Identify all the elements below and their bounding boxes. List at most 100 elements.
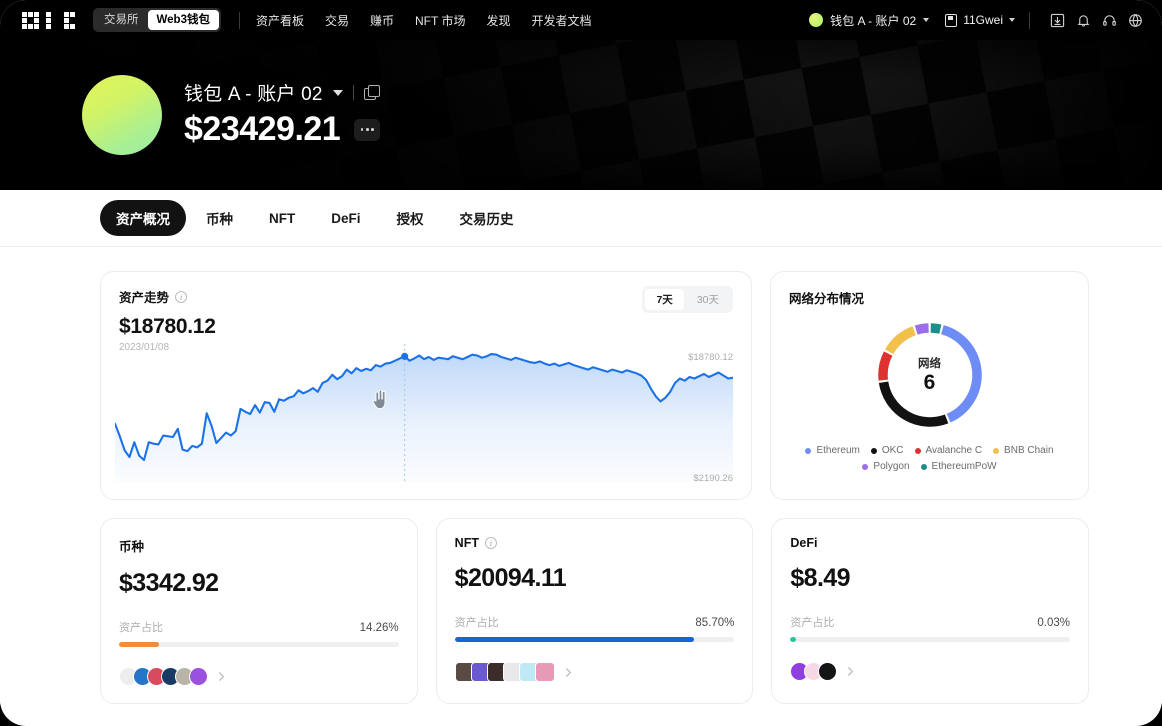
tokens-value: $3342.92 xyxy=(119,569,219,597)
segment-web3-wallet[interactable]: Web3钱包 xyxy=(147,10,219,30)
range-option-30d[interactable]: 30天 xyxy=(696,294,719,306)
nav-link-earn[interactable]: 赚币 xyxy=(370,13,395,28)
asset-trend-title: 资产走势 xyxy=(119,291,170,305)
nav-divider xyxy=(238,11,240,29)
headset-icon[interactable] xyxy=(1096,7,1122,33)
donut-segment-avalanche-c[interactable] xyxy=(877,351,892,381)
chevron-down-icon[interactable] xyxy=(332,89,343,96)
gas-price-label: 11Gwei xyxy=(963,13,1003,27)
defi-icon-row[interactable] xyxy=(790,662,1070,681)
legend-label: Polygon xyxy=(873,461,910,472)
wallet-selector[interactable]: 钱包 A - 账户 02 xyxy=(809,12,930,29)
nav-link-trade[interactable]: 交易 xyxy=(324,13,349,28)
nft-card-title: NFT xyxy=(454,536,479,550)
tab-defi[interactable]: DeFi xyxy=(331,210,361,226)
defi-share-label: 资产占比 xyxy=(790,617,835,629)
segment-exchange[interactable]: 交易所 xyxy=(104,14,139,26)
balance-row: $23429.21 xyxy=(184,110,381,149)
defi-progress-fill xyxy=(790,637,797,642)
okx-logo[interactable] xyxy=(22,11,75,29)
tokens-card[interactable]: 币种 $3342.92 资产占比 14.26% xyxy=(100,518,418,704)
chart-max-label: $18780.12 xyxy=(688,352,733,363)
top-navigation-bar: 交易所 Web3钱包 资产看板 交易 赚币 NFT 市场 发现 开发者文档 钱包… xyxy=(0,0,1162,40)
legend-item-okc[interactable]: OKC xyxy=(870,445,904,456)
tokens-share-percent: 14.26% xyxy=(359,622,399,634)
donut-segment-polygon[interactable] xyxy=(914,323,929,335)
tokens-icon-row[interactable] xyxy=(119,667,399,686)
total-balance: $23429.21 xyxy=(184,110,341,148)
nft-progress-track xyxy=(454,637,735,642)
product-switcher[interactable]: 交易所 Web3钱包 xyxy=(93,8,221,32)
network-donut-chart[interactable]: 网络 6 xyxy=(789,317,1070,433)
nav-link-asset-dashboard[interactable]: 资产看板 xyxy=(255,13,304,28)
gas-price-selector[interactable]: 11Gwei xyxy=(945,13,1015,27)
more-options-button[interactable] xyxy=(354,118,381,141)
nft-progress-fill xyxy=(454,637,695,642)
tab-bar: 资产概况 币种 NFT DeFi 授权 交易历史 xyxy=(0,190,1162,247)
defi-card-title: DeFi xyxy=(790,536,818,550)
nft-thumbnail[interactable] xyxy=(534,662,555,682)
defi-value: $8.49 xyxy=(790,564,850,592)
legend-label: EthereumPoW xyxy=(931,461,997,472)
legend-item-ethereumpow[interactable]: EthereumPoW xyxy=(920,461,997,472)
nav-link-developer-docs[interactable]: 开发者文档 xyxy=(531,13,592,28)
nft-share-label: 资产占比 xyxy=(454,617,499,629)
asset-trend-date: 2023/01/08 xyxy=(119,342,170,353)
nav-link-discover[interactable]: 发现 xyxy=(486,13,511,28)
donut-segment-okc[interactable] xyxy=(878,381,948,427)
legend-item-ethereum[interactable]: Ethereum xyxy=(805,445,860,456)
donut-segment-ethereumpow[interactable] xyxy=(930,323,941,334)
defi-progress-track xyxy=(790,637,1071,642)
defi-icon-stack xyxy=(790,662,838,681)
token-icon[interactable] xyxy=(189,667,208,686)
legend-label: OKC xyxy=(881,445,904,456)
nft-icon-row[interactable] xyxy=(454,662,735,682)
legend-item-polygon[interactable]: Polygon xyxy=(862,461,910,472)
chevron-down-icon xyxy=(1009,18,1015,22)
chevron-right-icon[interactable] xyxy=(216,671,227,682)
tab-approvals[interactable]: 授权 xyxy=(396,212,424,227)
legend-color-dot xyxy=(914,447,921,454)
token-icon[interactable] xyxy=(818,662,838,681)
bell-icon[interactable] xyxy=(1070,7,1096,33)
chevron-right-icon[interactable] xyxy=(563,667,574,678)
donut-segment-ethereum[interactable] xyxy=(940,325,982,423)
tokens-progress-fill xyxy=(119,642,159,647)
info-icon[interactable]: i xyxy=(175,290,188,303)
info-icon[interactable]: i xyxy=(484,537,497,549)
chart-min-label: $2190.26 xyxy=(693,473,733,484)
chevron-down-icon xyxy=(923,18,930,22)
tab-transaction-history[interactable]: 交易历史 xyxy=(459,212,514,227)
token-icon-stack xyxy=(119,667,208,686)
nav-link-nft-market[interactable]: NFT 市场 xyxy=(415,13,466,28)
metric-card-row: 币种 $3342.92 资产占比 14.26% xyxy=(100,518,1090,704)
legend-item-avalanche-c[interactable]: Avalanche C xyxy=(914,445,982,456)
network-distribution-card: 网络分布情况 网络 6 Ethereum OKC Avalanche C BNB Ch… xyxy=(770,271,1089,500)
asset-trend-chart[interactable]: $18780.12 $2190.26 xyxy=(115,344,733,484)
account-name: 钱包 A - 账户 02 xyxy=(184,84,323,105)
tab-nft[interactable]: NFT xyxy=(269,210,296,226)
tab-tokens[interactable]: 币种 xyxy=(206,212,233,227)
top-card-row: 资产走势 i $18780.12 2023/01/08 7天 30天 xyxy=(100,271,1089,500)
globe-icon[interactable] xyxy=(1122,7,1148,33)
account-row: 钱包 A - 账户 02 xyxy=(184,79,380,106)
asset-trend-card: 资产走势 i $18780.12 2023/01/08 7天 30天 xyxy=(100,271,752,500)
range-option-7d[interactable]: 7天 xyxy=(645,289,684,310)
legend-color-dot xyxy=(862,463,869,470)
range-toggle: 7天 30天 xyxy=(642,286,733,313)
chevron-right-icon[interactable] xyxy=(845,666,856,677)
nft-value: $20094.11 xyxy=(454,564,567,592)
defi-card[interactable]: DeFi $8.49 资产占比 0.03% xyxy=(771,518,1090,704)
nft-thumbnail-stack xyxy=(454,662,555,682)
network-legend: Ethereum OKC Avalanche C BNB Chain Polygon Et… xyxy=(789,445,1070,472)
tokens-progress-track xyxy=(119,642,399,647)
nft-card[interactable]: NFT i $20094.11 资产占比 85.70% xyxy=(435,518,754,704)
legend-item-bnb-chain[interactable]: BNB Chain xyxy=(993,445,1054,456)
download-icon[interactable] xyxy=(1044,7,1070,33)
trend-line-svg xyxy=(115,344,733,482)
copy-icon[interactable] xyxy=(363,85,380,100)
tab-asset-overview[interactable]: 资产概况 xyxy=(100,200,186,236)
donut-segment-bnb-chain[interactable] xyxy=(884,326,916,355)
tokens-card-title: 币种 xyxy=(119,540,145,554)
donut-svg xyxy=(877,323,982,427)
